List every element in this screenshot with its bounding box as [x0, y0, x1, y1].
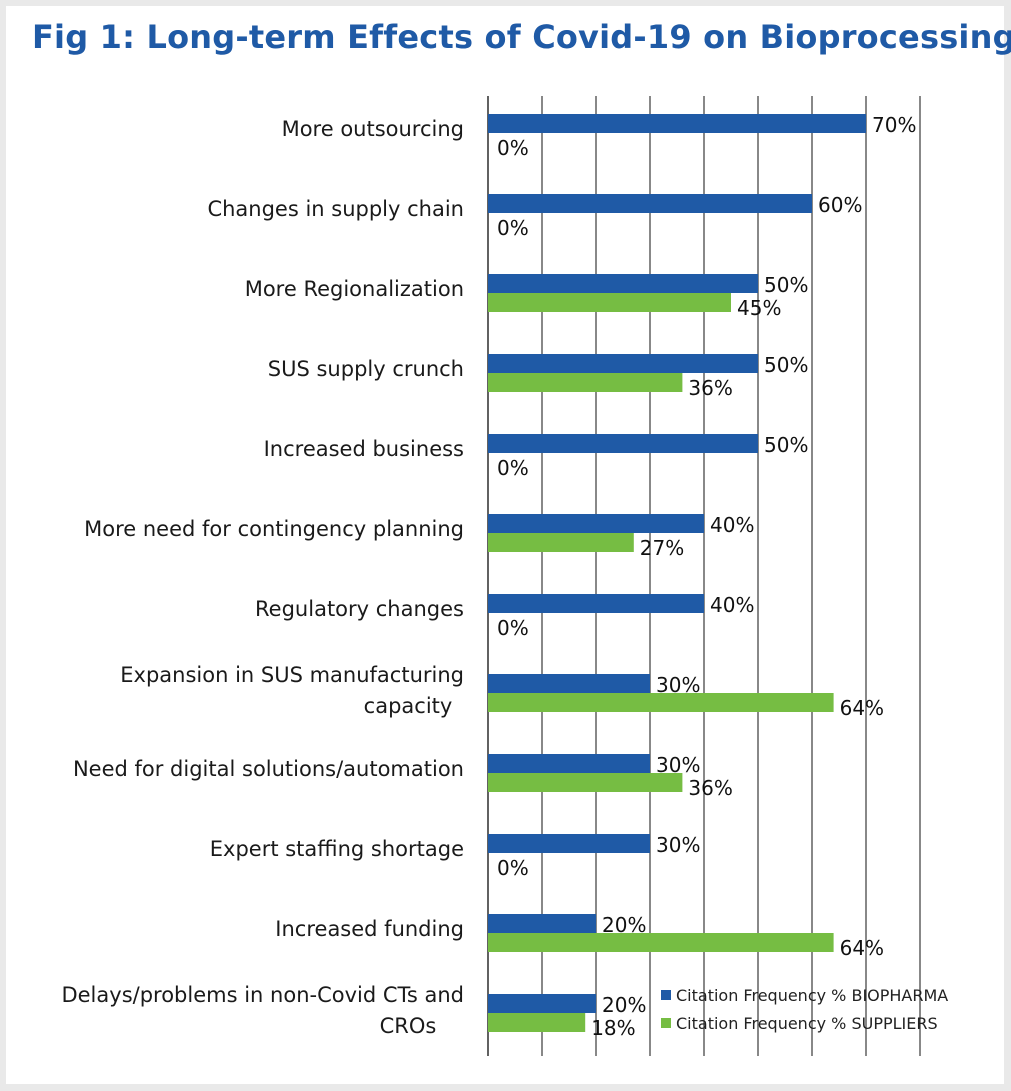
bar-suppliers — [488, 693, 834, 712]
data-label: 50% — [764, 273, 808, 297]
data-label: 0% — [497, 616, 529, 640]
category-label: More need for contingency planning — [84, 517, 464, 541]
data-label: 50% — [764, 433, 808, 457]
bar-biopharma — [488, 914, 596, 933]
bar-biopharma — [488, 754, 650, 773]
category-label: Increased business — [264, 437, 464, 461]
bar-suppliers — [488, 933, 834, 952]
data-label: 70% — [872, 113, 916, 137]
category-label: SUS supply crunch — [268, 357, 464, 381]
category-label: Increased funding — [275, 917, 464, 941]
legend-swatch — [661, 990, 671, 1000]
category-label: More Regionalization — [245, 277, 464, 301]
data-label: 60% — [818, 193, 862, 217]
data-label: 0% — [497, 216, 529, 240]
bar-suppliers — [488, 1013, 586, 1032]
data-label: 40% — [710, 513, 754, 537]
bar-biopharma — [488, 434, 758, 453]
category-label: Changes in supply chain — [207, 197, 464, 221]
data-label: 0% — [497, 856, 529, 880]
bar-biopharma — [488, 674, 650, 693]
data-label: 64% — [840, 936, 884, 960]
data-label: 20% — [602, 993, 646, 1017]
legend-swatch — [661, 1018, 671, 1028]
bar-biopharma — [488, 514, 704, 533]
category-label: Delays/problems in non-Covid CTs and CROs — [61, 983, 464, 1038]
bar-suppliers — [488, 533, 634, 552]
bar-suppliers — [488, 293, 731, 312]
category-label: Regulatory changes — [255, 597, 464, 621]
bar-biopharma — [488, 354, 758, 373]
bar-biopharma — [488, 114, 866, 133]
category-label: Need for digital solutions/automation — [73, 757, 464, 781]
data-label: 0% — [497, 456, 529, 480]
data-label: 45% — [737, 296, 781, 320]
bar-biopharma — [488, 594, 704, 613]
data-label: 50% — [764, 353, 808, 377]
data-label: 40% — [710, 593, 754, 617]
bar-biopharma — [488, 834, 650, 853]
data-label: 0% — [497, 136, 529, 160]
legend-label: Citation Frequency % SUPPLIERS — [676, 1014, 938, 1033]
data-label: 30% — [656, 833, 700, 857]
bar-biopharma — [488, 274, 758, 293]
bar-biopharma — [488, 194, 812, 213]
bar-suppliers — [488, 773, 683, 792]
category-label: Expert staffing shortage — [210, 837, 464, 861]
bar-suppliers — [488, 373, 683, 392]
bar-biopharma — [488, 994, 596, 1013]
chart-title: Fig 1: Long-term Effects of Covid-19 on … — [32, 18, 1011, 56]
category-label: Expansion in SUS manufacturing capacity — [120, 663, 464, 718]
data-label: 64% — [840, 696, 884, 720]
data-label: 36% — [688, 776, 732, 800]
legend-label: Citation Frequency % BIOPHARMA — [676, 986, 948, 1005]
category-label: More outsourcing — [282, 117, 464, 141]
data-label: 18% — [591, 1016, 635, 1040]
data-label: 27% — [640, 536, 684, 560]
data-label: 36% — [688, 376, 732, 400]
